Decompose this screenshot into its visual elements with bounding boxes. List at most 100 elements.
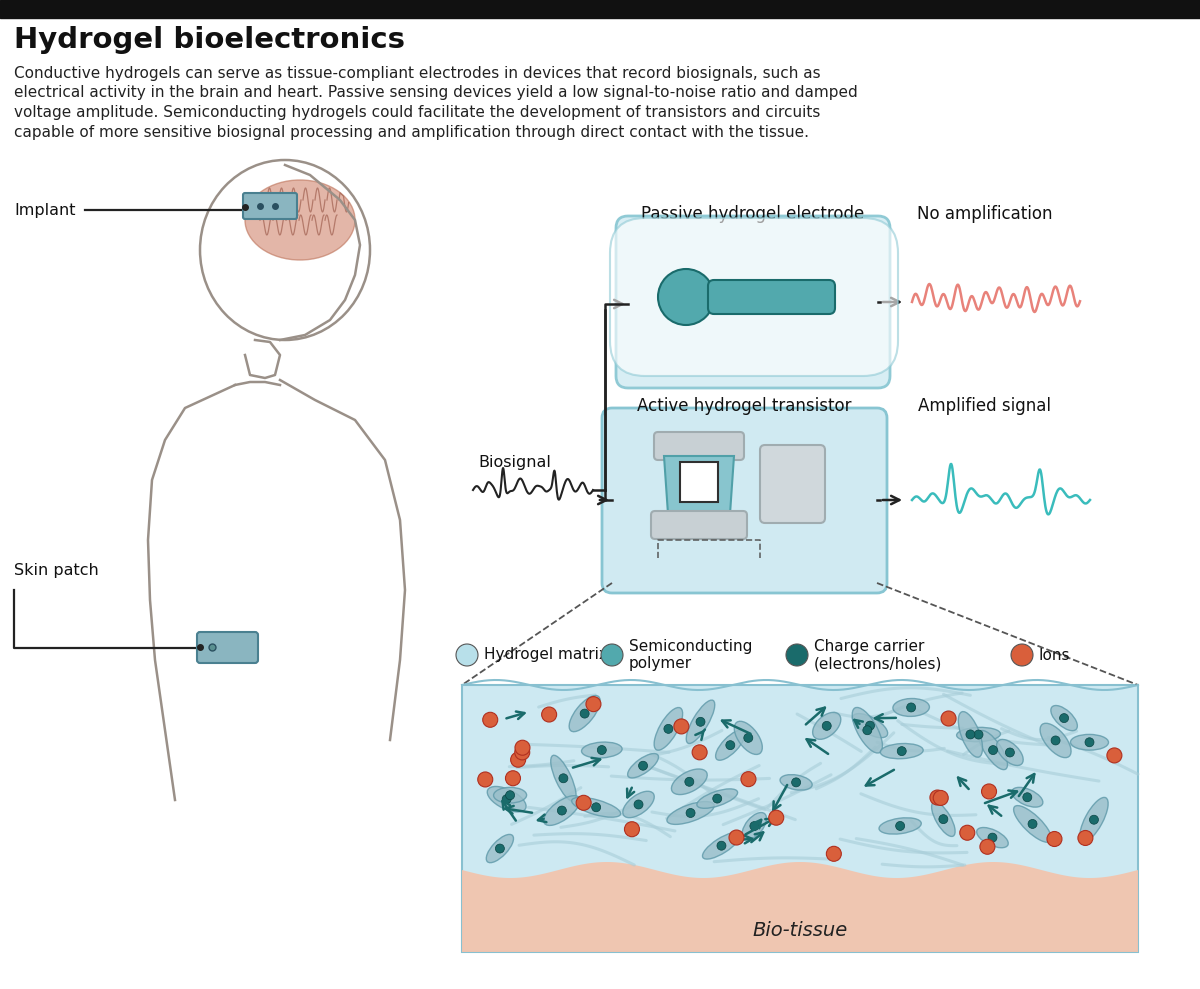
Circle shape	[934, 790, 948, 805]
Text: voltage amplitude. Semiconducting hydrogels could facilitate the development of : voltage amplitude. Semiconducting hydrog…	[14, 105, 821, 120]
Circle shape	[598, 746, 606, 755]
Circle shape	[692, 745, 707, 760]
FancyBboxPatch shape	[650, 511, 746, 539]
Text: Ions: Ions	[1039, 648, 1070, 663]
Ellipse shape	[881, 744, 923, 759]
Ellipse shape	[1051, 705, 1078, 731]
Ellipse shape	[893, 698, 930, 716]
Circle shape	[638, 762, 648, 770]
Text: Implant: Implant	[14, 203, 76, 218]
Ellipse shape	[571, 797, 620, 817]
Text: Skin patch: Skin patch	[14, 563, 98, 578]
Ellipse shape	[654, 707, 683, 751]
Circle shape	[456, 644, 478, 666]
Circle shape	[515, 745, 529, 760]
Circle shape	[865, 721, 875, 730]
Ellipse shape	[623, 791, 654, 818]
FancyBboxPatch shape	[610, 218, 898, 376]
Polygon shape	[664, 456, 734, 514]
Ellipse shape	[486, 835, 514, 862]
Circle shape	[1046, 832, 1062, 847]
Ellipse shape	[959, 712, 983, 758]
Circle shape	[580, 709, 589, 718]
Circle shape	[786, 644, 808, 666]
Ellipse shape	[977, 828, 1008, 848]
Ellipse shape	[812, 712, 841, 740]
Ellipse shape	[672, 769, 707, 794]
Ellipse shape	[569, 695, 600, 732]
Text: Bio-tissue: Bio-tissue	[752, 921, 847, 940]
Circle shape	[1022, 793, 1032, 802]
Circle shape	[624, 822, 640, 837]
Circle shape	[592, 803, 601, 812]
FancyBboxPatch shape	[197, 632, 258, 663]
Circle shape	[960, 825, 974, 841]
Circle shape	[496, 844, 504, 854]
Ellipse shape	[1080, 797, 1108, 842]
Text: Active hydrogel transistor: Active hydrogel transistor	[637, 397, 852, 415]
FancyBboxPatch shape	[602, 408, 887, 593]
Circle shape	[1028, 820, 1037, 829]
Ellipse shape	[997, 740, 1024, 765]
Circle shape	[502, 795, 511, 804]
Text: capable of more sensitive biosignal processing and amplification through direct : capable of more sensitive biosignal proc…	[14, 125, 809, 139]
Circle shape	[674, 719, 689, 734]
Circle shape	[966, 730, 974, 739]
Ellipse shape	[245, 180, 355, 260]
Circle shape	[1010, 644, 1033, 666]
Text: Passive hydrogel electrode: Passive hydrogel electrode	[641, 205, 865, 223]
Circle shape	[576, 795, 592, 810]
Circle shape	[557, 806, 566, 815]
Ellipse shape	[1040, 723, 1072, 758]
Ellipse shape	[686, 700, 715, 744]
Text: Hydrogel bioelectronics: Hydrogel bioelectronics	[14, 26, 406, 54]
Circle shape	[505, 791, 515, 800]
Ellipse shape	[1014, 806, 1051, 843]
Circle shape	[974, 730, 983, 739]
Circle shape	[907, 703, 916, 712]
Ellipse shape	[956, 727, 1001, 742]
Ellipse shape	[493, 787, 527, 803]
Circle shape	[980, 840, 995, 854]
Ellipse shape	[1012, 787, 1043, 807]
Circle shape	[988, 833, 997, 842]
Circle shape	[511, 753, 526, 767]
Circle shape	[1106, 748, 1122, 763]
Ellipse shape	[979, 731, 1008, 769]
Circle shape	[478, 772, 493, 787]
Text: Charge carrier
(electrons/holes): Charge carrier (electrons/holes)	[814, 639, 942, 672]
Circle shape	[930, 790, 944, 805]
FancyBboxPatch shape	[680, 462, 718, 502]
Text: Biosignal: Biosignal	[478, 455, 551, 470]
Circle shape	[938, 815, 948, 824]
Circle shape	[728, 830, 744, 845]
Circle shape	[895, 822, 905, 831]
Circle shape	[716, 842, 726, 851]
Ellipse shape	[582, 742, 622, 758]
Circle shape	[664, 724, 673, 734]
Circle shape	[658, 269, 714, 325]
Bar	[0, 0, 1200, 18]
Circle shape	[541, 707, 557, 722]
Ellipse shape	[780, 774, 812, 790]
Circle shape	[1060, 714, 1068, 723]
Circle shape	[822, 721, 832, 730]
Text: electrical activity in the brain and heart. Passive sensing devices yield a low : electrical activity in the brain and hea…	[14, 85, 858, 101]
Circle shape	[515, 740, 530, 756]
Text: Semiconducting
polymer: Semiconducting polymer	[629, 639, 752, 672]
Circle shape	[1051, 736, 1060, 745]
Circle shape	[713, 794, 721, 803]
Circle shape	[863, 726, 872, 735]
Ellipse shape	[852, 707, 882, 753]
Circle shape	[827, 847, 841, 861]
Circle shape	[1085, 738, 1094, 747]
Circle shape	[1078, 831, 1093, 846]
Circle shape	[559, 773, 568, 782]
Text: Amplified signal: Amplified signal	[918, 397, 1051, 415]
Circle shape	[744, 734, 752, 743]
Ellipse shape	[715, 730, 745, 761]
Ellipse shape	[551, 756, 576, 801]
Ellipse shape	[667, 801, 714, 825]
Ellipse shape	[734, 721, 762, 755]
Circle shape	[505, 770, 521, 785]
